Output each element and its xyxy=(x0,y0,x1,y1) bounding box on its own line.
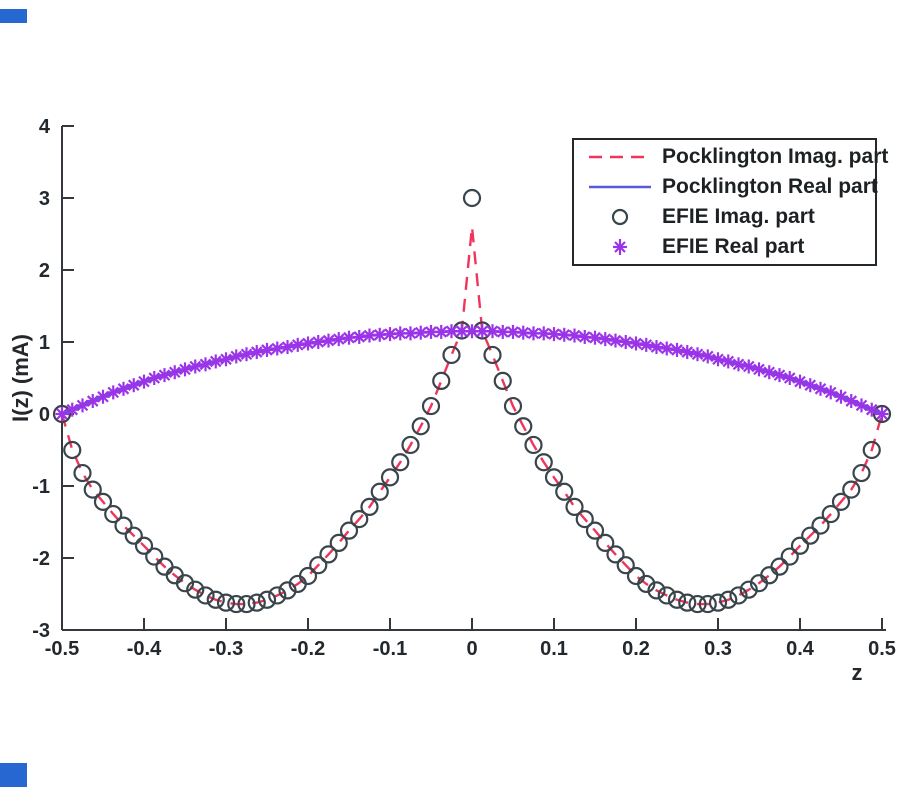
x-axis-label: z xyxy=(851,660,863,685)
legend-box: Pocklington Imag. part Pocklington Real … xyxy=(572,138,888,266)
blue-corner-mark-bottom xyxy=(0,763,27,787)
legend-item-pocklington-real: Pocklington Real part xyxy=(586,172,878,202)
svg-text:0.1: 0.1 xyxy=(540,638,568,660)
blue-corner-mark-top xyxy=(0,9,27,23)
svg-text:4: 4 xyxy=(39,116,51,138)
legend-label: Pocklington Imag. part xyxy=(662,145,889,168)
legend-label: EFIE Real part xyxy=(662,235,805,258)
asterisk-marker-sample-icon xyxy=(613,239,627,255)
solid-line-sample-icon xyxy=(589,185,651,189)
series-markers-asterisk xyxy=(55,324,889,421)
x-tick-labels: -0.5 -0.4 -0.3 -0.2 -0.1 0 0.1 0.2 0.3 0.4 0.5 xyxy=(45,638,896,660)
svg-text:1: 1 xyxy=(39,332,50,354)
legend-item-pocklington-imag: Pocklington Imag. part xyxy=(586,142,888,172)
series-line-imag-dashed xyxy=(60,226,884,606)
circle-marker-sample-icon xyxy=(611,208,629,226)
legend-label: Pocklington Real part xyxy=(662,175,878,198)
legend-label: EFIE Imag. part xyxy=(662,205,815,228)
dashed-line-sample-icon xyxy=(589,155,651,159)
svg-text:-0.3: -0.3 xyxy=(209,638,243,660)
svg-text:0.5: 0.5 xyxy=(868,638,896,660)
svg-text:3: 3 xyxy=(39,188,50,210)
svg-text:0.2: 0.2 xyxy=(622,638,650,660)
svg-text:-0.4: -0.4 xyxy=(127,638,162,660)
svg-text:-3: -3 xyxy=(32,620,50,642)
svg-text:-0.5: -0.5 xyxy=(45,638,79,660)
svg-text:0.3: 0.3 xyxy=(704,638,732,660)
y-axis-label: I(z) (mA) xyxy=(8,334,33,422)
y-tick-labels: -3 -2 -1 0 1 2 3 4 xyxy=(32,116,51,642)
svg-text:-2: -2 xyxy=(32,548,50,570)
axes xyxy=(61,125,886,631)
svg-text:0: 0 xyxy=(466,638,477,660)
svg-text:0.4: 0.4 xyxy=(786,638,815,660)
svg-text:2: 2 xyxy=(39,260,50,282)
svg-text:-0.1: -0.1 xyxy=(373,638,407,660)
svg-text:0: 0 xyxy=(39,404,50,426)
svg-text:-1: -1 xyxy=(32,476,50,498)
legend-item-efie-imag: EFIE Imag. part xyxy=(586,202,875,232)
legend-item-efie-real: EFIE Real part xyxy=(586,232,875,262)
svg-text:-0.2: -0.2 xyxy=(291,638,325,660)
